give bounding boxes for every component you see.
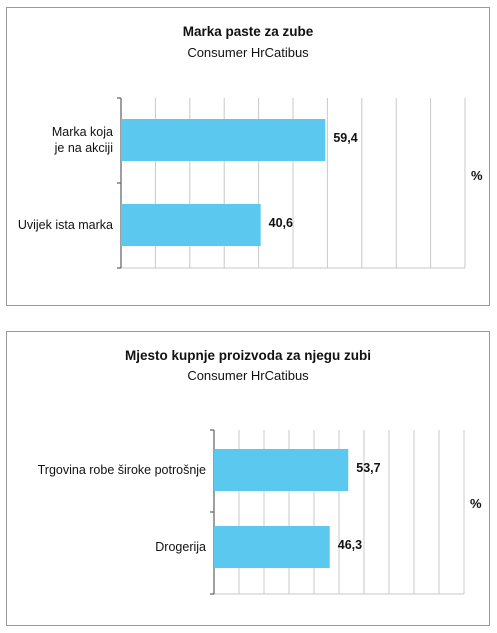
chart-panel-1: Marka paste za zube Consumer HrCatibus %… bbox=[6, 7, 490, 306]
category-label: Trgovina robe široke potrošnje bbox=[37, 463, 206, 477]
chart-title: Mjesto kupnje proizvoda za njegu zubi bbox=[124, 348, 372, 363]
data-label: 40,6 bbox=[268, 216, 293, 230]
data-label: 53,7 bbox=[356, 461, 381, 475]
chart-subtitle: Consumer HrCatibus bbox=[187, 368, 309, 383]
chart-plot-area bbox=[210, 429, 465, 595]
unit-label: % bbox=[470, 496, 482, 511]
chart-subtitle: Consumer HrCatibus bbox=[187, 45, 309, 60]
unit-label: % bbox=[471, 168, 483, 183]
chart-title: Marka paste za zube bbox=[182, 24, 314, 39]
category-label: Uvijek ista marka bbox=[17, 218, 113, 232]
bar bbox=[214, 449, 349, 491]
category-label: Drogerija bbox=[155, 540, 206, 554]
data-label: 59,4 bbox=[333, 131, 358, 145]
category-label: Marka koja je na akciji bbox=[51, 125, 113, 155]
bar bbox=[121, 119, 326, 161]
bar bbox=[214, 526, 330, 568]
bar bbox=[121, 204, 261, 246]
chart-plot-area bbox=[117, 97, 466, 269]
chart-panel-2: Mjesto kupnje proizvoda za njegu zubi Co… bbox=[6, 331, 490, 626]
data-label: 46,3 bbox=[337, 538, 363, 552]
